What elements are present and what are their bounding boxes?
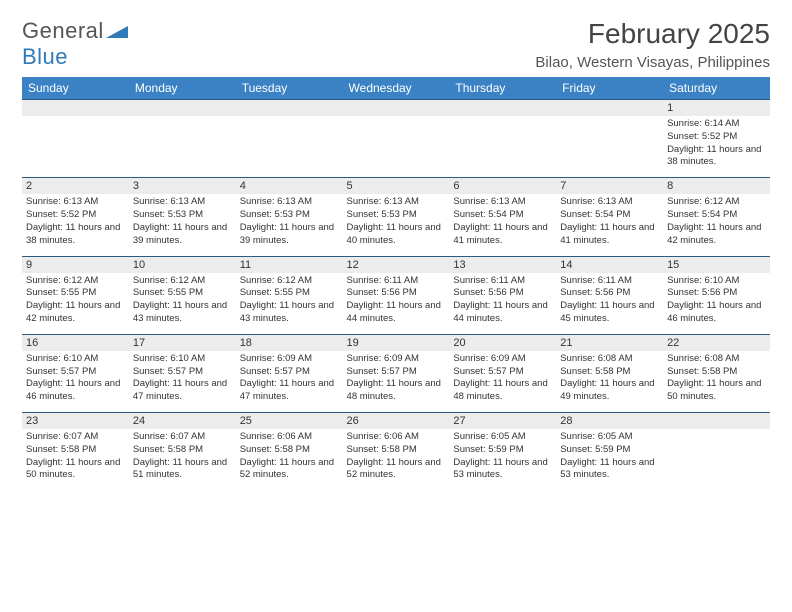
- calendar-day-cell: Sunrise: 6:13 AM Sunset: 5:53 PM Dayligh…: [236, 194, 343, 256]
- calendar-day-cell: Sunrise: 6:12 AM Sunset: 5:55 PM Dayligh…: [129, 273, 236, 335]
- calendar-date-cell: 6: [449, 178, 556, 195]
- weekday-header-cell: Monday: [129, 77, 236, 100]
- calendar-date-row: 9101112131415: [22, 256, 770, 273]
- calendar-weekday-header: SundayMondayTuesdayWednesdayThursdayFrid…: [22, 77, 770, 100]
- calendar-date-cell: 23: [22, 413, 129, 430]
- calendar-day-cell: Sunrise: 6:13 AM Sunset: 5:54 PM Dayligh…: [449, 194, 556, 256]
- calendar-date-cell: 28: [556, 413, 663, 430]
- brand-logo: General Blue: [22, 18, 128, 70]
- calendar-date-cell: 4: [236, 178, 343, 195]
- calendar-date-cell: 21: [556, 334, 663, 351]
- brand-part2: Blue: [22, 44, 128, 70]
- brand-part1: General: [22, 18, 104, 43]
- weekday-header-cell: Wednesday: [343, 77, 450, 100]
- calendar-day-cell: Sunrise: 6:13 AM Sunset: 5:53 PM Dayligh…: [129, 194, 236, 256]
- calendar-date-cell: 8: [663, 178, 770, 195]
- calendar-date-row: 1: [22, 100, 770, 117]
- calendar-body-row: Sunrise: 6:14 AM Sunset: 5:52 PM Dayligh…: [22, 116, 770, 178]
- calendar-date-cell: 13: [449, 256, 556, 273]
- weekday-header-cell: Sunday: [22, 77, 129, 100]
- calendar-day-cell: [22, 116, 129, 178]
- calendar-date-cell: 9: [22, 256, 129, 273]
- calendar-date-cell: 17: [129, 334, 236, 351]
- calendar-day-cell: Sunrise: 6:08 AM Sunset: 5:58 PM Dayligh…: [663, 351, 770, 413]
- calendar-day-cell: Sunrise: 6:13 AM Sunset: 5:52 PM Dayligh…: [22, 194, 129, 256]
- calendar-body-row: Sunrise: 6:12 AM Sunset: 5:55 PM Dayligh…: [22, 273, 770, 335]
- calendar-date-cell: 1: [663, 100, 770, 117]
- calendar-date-cell: [343, 100, 450, 117]
- calendar-date-cell: 5: [343, 178, 450, 195]
- page-header: General Blue February 2025 Bilao, Wester…: [22, 18, 770, 71]
- calendar-date-row: 2345678: [22, 178, 770, 195]
- calendar-date-cell: 16: [22, 334, 129, 351]
- calendar-day-cell: Sunrise: 6:13 AM Sunset: 5:53 PM Dayligh…: [343, 194, 450, 256]
- calendar-day-cell: Sunrise: 6:10 AM Sunset: 5:57 PM Dayligh…: [22, 351, 129, 413]
- calendar-table: SundayMondayTuesdayWednesdayThursdayFrid…: [22, 77, 770, 490]
- location-subtitle: Bilao, Western Visayas, Philippines: [535, 54, 770, 71]
- calendar-day-cell: [129, 116, 236, 178]
- calendar-day-cell: Sunrise: 6:07 AM Sunset: 5:58 PM Dayligh…: [22, 429, 129, 490]
- calendar-date-cell: [449, 100, 556, 117]
- calendar-date-cell: 12: [343, 256, 450, 273]
- calendar-date-cell: 26: [343, 413, 450, 430]
- calendar-date-cell: 7: [556, 178, 663, 195]
- calendar-day-cell: Sunrise: 6:12 AM Sunset: 5:55 PM Dayligh…: [236, 273, 343, 335]
- calendar-day-cell: Sunrise: 6:11 AM Sunset: 5:56 PM Dayligh…: [449, 273, 556, 335]
- title-block: February 2025 Bilao, Western Visayas, Ph…: [535, 18, 770, 71]
- calendar-date-cell: 14: [556, 256, 663, 273]
- weekday-header-cell: Tuesday: [236, 77, 343, 100]
- calendar-body-row: Sunrise: 6:10 AM Sunset: 5:57 PM Dayligh…: [22, 351, 770, 413]
- weekday-header-cell: Thursday: [449, 77, 556, 100]
- calendar-date-cell: [236, 100, 343, 117]
- calendar-date-cell: 15: [663, 256, 770, 273]
- calendar-day-cell: Sunrise: 6:10 AM Sunset: 5:57 PM Dayligh…: [129, 351, 236, 413]
- weekday-header-cell: Saturday: [663, 77, 770, 100]
- calendar-day-cell: Sunrise: 6:11 AM Sunset: 5:56 PM Dayligh…: [343, 273, 450, 335]
- calendar-date-cell: 20: [449, 334, 556, 351]
- calendar-date-cell: 18: [236, 334, 343, 351]
- calendar-body-row: Sunrise: 6:13 AM Sunset: 5:52 PM Dayligh…: [22, 194, 770, 256]
- calendar-date-cell: 19: [343, 334, 450, 351]
- calendar-date-cell: 11: [236, 256, 343, 273]
- calendar-date-row: 16171819202122: [22, 334, 770, 351]
- calendar-date-cell: 3: [129, 178, 236, 195]
- calendar-day-cell: Sunrise: 6:09 AM Sunset: 5:57 PM Dayligh…: [343, 351, 450, 413]
- calendar-day-cell: Sunrise: 6:10 AM Sunset: 5:56 PM Dayligh…: [663, 273, 770, 335]
- calendar-date-cell: 2: [22, 178, 129, 195]
- calendar-day-cell: Sunrise: 6:06 AM Sunset: 5:58 PM Dayligh…: [343, 429, 450, 490]
- calendar-day-cell: Sunrise: 6:12 AM Sunset: 5:54 PM Dayligh…: [663, 194, 770, 256]
- calendar-date-cell: 10: [129, 256, 236, 273]
- calendar-day-cell: [236, 116, 343, 178]
- calendar-day-cell: Sunrise: 6:05 AM Sunset: 5:59 PM Dayligh…: [449, 429, 556, 490]
- calendar-day-cell: Sunrise: 6:12 AM Sunset: 5:55 PM Dayligh…: [22, 273, 129, 335]
- calendar-day-cell: [556, 116, 663, 178]
- calendar-day-cell: Sunrise: 6:08 AM Sunset: 5:58 PM Dayligh…: [556, 351, 663, 413]
- calendar-date-cell: [663, 413, 770, 430]
- calendar-day-cell: Sunrise: 6:11 AM Sunset: 5:56 PM Dayligh…: [556, 273, 663, 335]
- calendar-date-row: 232425262728: [22, 413, 770, 430]
- calendar-date-cell: [129, 100, 236, 117]
- calendar-day-cell: [663, 429, 770, 490]
- calendar-body-row: Sunrise: 6:07 AM Sunset: 5:58 PM Dayligh…: [22, 429, 770, 490]
- calendar-day-cell: Sunrise: 6:07 AM Sunset: 5:58 PM Dayligh…: [129, 429, 236, 490]
- calendar-day-cell: Sunrise: 6:05 AM Sunset: 5:59 PM Dayligh…: [556, 429, 663, 490]
- calendar-day-cell: Sunrise: 6:14 AM Sunset: 5:52 PM Dayligh…: [663, 116, 770, 178]
- calendar-day-cell: [449, 116, 556, 178]
- month-title: February 2025: [535, 18, 770, 50]
- calendar-date-cell: 22: [663, 334, 770, 351]
- calendar-date-cell: 24: [129, 413, 236, 430]
- calendar-day-cell: Sunrise: 6:06 AM Sunset: 5:58 PM Dayligh…: [236, 429, 343, 490]
- calendar-date-cell: 25: [236, 413, 343, 430]
- calendar-day-cell: Sunrise: 6:09 AM Sunset: 5:57 PM Dayligh…: [236, 351, 343, 413]
- brand-triangle-icon: [106, 24, 128, 38]
- weekday-header-cell: Friday: [556, 77, 663, 100]
- calendar-date-cell: [556, 100, 663, 117]
- calendar-date-cell: [22, 100, 129, 117]
- calendar-day-cell: Sunrise: 6:09 AM Sunset: 5:57 PM Dayligh…: [449, 351, 556, 413]
- calendar-day-cell: [343, 116, 450, 178]
- calendar-date-cell: 27: [449, 413, 556, 430]
- calendar-day-cell: Sunrise: 6:13 AM Sunset: 5:54 PM Dayligh…: [556, 194, 663, 256]
